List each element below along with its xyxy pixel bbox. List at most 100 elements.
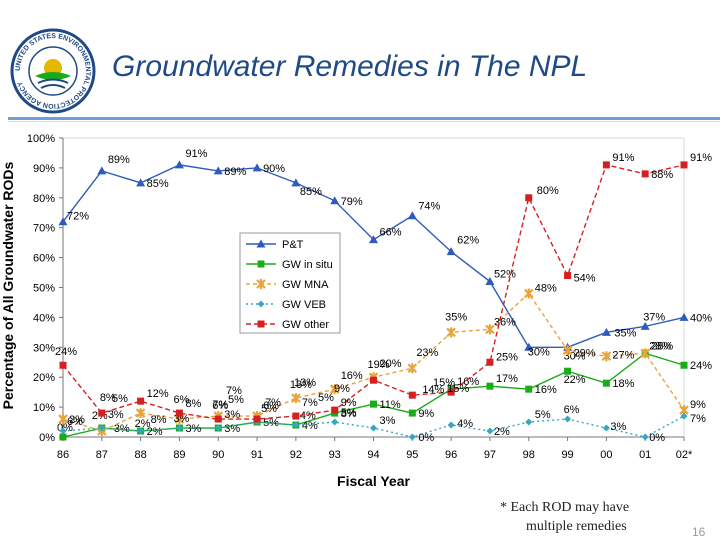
page-number: 16 <box>692 525 706 539</box>
epa-seal-logo: UNITED STATES ENVIRONMENTAL PROTECTION A… <box>10 28 96 114</box>
data-label-pt: 40% <box>690 312 712 324</box>
footnote: * Each ROD may have multiple remedies <box>500 498 629 536</box>
x-tick-label: 93 <box>329 449 341 461</box>
data-label-veb: 5% <box>341 407 357 419</box>
data-label-pt: 52% <box>494 269 516 281</box>
legend-marker-mna <box>256 279 266 289</box>
data-point-pt <box>485 277 495 286</box>
data-point-mna <box>407 363 418 374</box>
x-tick-label: 00 <box>600 449 612 461</box>
data-point-veb <box>214 424 222 432</box>
data-point-other <box>370 376 377 384</box>
data-label-other: 80% <box>537 185 559 197</box>
x-tick-label: 91 <box>251 449 263 461</box>
data-point-veb <box>292 421 300 429</box>
y-tick-label: 90% <box>33 163 55 175</box>
legend-marker-pt <box>256 239 266 248</box>
extra-data-label: 5% <box>228 394 244 406</box>
data-label-mna: 20% <box>380 358 402 370</box>
data-label-pt: 62% <box>457 235 479 247</box>
data-label-veb: 7% <box>690 413 706 425</box>
legend-box <box>239 232 341 334</box>
data-point-other <box>486 358 494 366</box>
data-point-veb <box>680 412 688 420</box>
data-label-pt: 74% <box>418 201 440 213</box>
data-label-other: 8% <box>100 392 116 404</box>
data-label-other: 6% <box>212 400 228 412</box>
data-point-pt <box>369 235 378 244</box>
data-point-other <box>331 406 339 414</box>
y-tick-label: 10% <box>33 402 55 414</box>
data-point-pt <box>97 166 107 175</box>
data-point-insitu <box>602 379 610 387</box>
data-label-insitu: 16% <box>535 384 557 396</box>
series-line-pt <box>62 164 685 349</box>
data-label-pt: 30% <box>528 346 550 358</box>
data-point-pt <box>601 327 611 336</box>
data-point-veb <box>98 424 106 432</box>
footnote-line-2: multiple remedies <box>526 519 627 534</box>
legend-marker-other <box>257 320 265 328</box>
data-point-veb <box>408 433 416 441</box>
data-label-pt: 35% <box>614 327 636 339</box>
x-tick-label: 97 <box>484 449 496 461</box>
data-point-other <box>137 397 145 405</box>
data-point-other <box>98 409 106 417</box>
data-point-insitu <box>525 385 533 393</box>
data-label-veb: 3% <box>224 409 240 421</box>
data-label-other: 7% <box>302 397 318 409</box>
data-point-other <box>408 391 416 399</box>
data-label-other: 12% <box>147 388 169 400</box>
data-point-veb <box>641 433 649 441</box>
data-label-insitu: 3% <box>185 423 201 435</box>
data-point-veb <box>602 424 610 432</box>
data-label-other: 24% <box>55 346 77 358</box>
data-label-other: 6% <box>263 400 279 412</box>
y-tick-label: 0% <box>39 432 55 444</box>
data-point-pt <box>291 178 301 187</box>
data-point-pt <box>330 196 340 205</box>
x-tick-label: 01 <box>639 449 651 461</box>
x-axis-title: Fiscal Year <box>337 473 410 489</box>
data-label-mna: 27% <box>612 349 634 361</box>
extra-data-label: 7% <box>226 385 242 397</box>
data-label-mna: 35% <box>445 311 467 323</box>
data-label-pt: 37% <box>643 311 665 323</box>
data-point-other <box>253 415 261 423</box>
legend-label-mna: GW MNA <box>282 279 329 291</box>
x-tick-label: 88 <box>135 449 147 461</box>
data-point-other <box>214 415 222 423</box>
data-label-insitu: 9% <box>418 408 434 420</box>
data-label-insitu: 3% <box>114 423 130 435</box>
data-label-mna: 7% <box>212 399 228 411</box>
data-label-veb: 2% <box>135 418 151 430</box>
data-label-other: 91% <box>690 152 712 164</box>
data-point-mna <box>601 351 612 362</box>
legend-label-insitu: GW in situ <box>282 259 333 271</box>
data-label-pt: 85% <box>147 178 169 190</box>
x-tick-label: 92 <box>290 449 302 461</box>
data-point-pt <box>58 217 68 226</box>
data-point-insitu <box>408 409 416 417</box>
data-label-other: 8% <box>185 398 201 410</box>
data-point-other <box>59 361 67 369</box>
data-point-mna <box>58 414 68 425</box>
data-label-veb: 5% <box>261 403 277 415</box>
x-tick-label: 94 <box>367 449 379 461</box>
y-tick-label: 50% <box>33 283 55 295</box>
data-point-veb <box>59 427 67 435</box>
title-divider <box>8 117 720 120</box>
data-point-other <box>292 412 300 420</box>
data-label-veb: 0% <box>649 432 665 444</box>
data-point-mna <box>291 393 301 404</box>
data-label-veb: 2% <box>69 414 85 426</box>
data-label-other: 88% <box>651 169 673 181</box>
data-label-veb: 4% <box>457 418 473 430</box>
y-tick-label: 40% <box>33 312 55 324</box>
data-label-other: 15% <box>447 383 469 395</box>
data-point-veb <box>564 415 572 423</box>
slide-title: Groundwater Remedies in The NPL <box>112 50 588 83</box>
data-point-veb <box>525 418 533 426</box>
groundwater-line-chart: 0% 10% 20% 30% 40% 50% 60% 70% 80% 90% 100% 86 87 88 8… <box>0 133 712 489</box>
y-tick-label: 70% <box>33 223 55 235</box>
